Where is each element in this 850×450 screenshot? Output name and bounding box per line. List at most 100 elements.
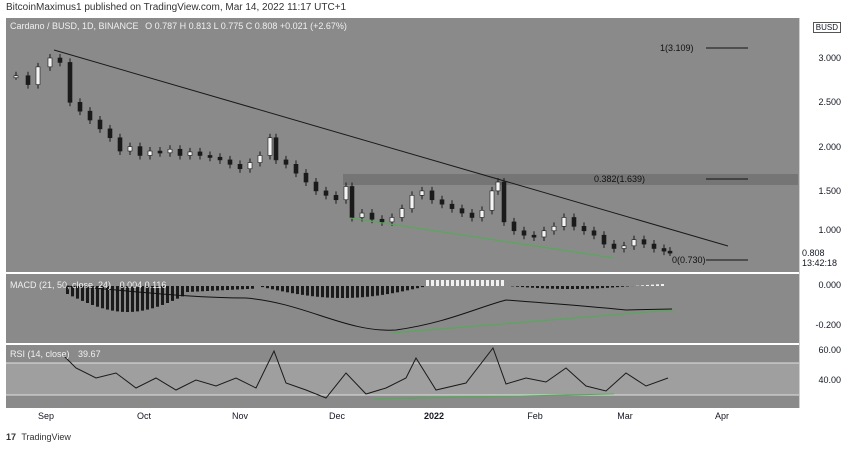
- macd-histogram-bar: [146, 286, 149, 310]
- footer-brand[interactable]: 17 TradingView: [6, 432, 71, 446]
- candle-body: [157, 150, 163, 154]
- macd-histogram-bar: [386, 286, 389, 295]
- macd-histogram-bar: [651, 284, 654, 286]
- macd-histogram-bar: [241, 286, 244, 290]
- macd-histogram-bar: [486, 280, 489, 286]
- macd-histogram-bar: [391, 286, 394, 294]
- macd-histogram-bar: [581, 286, 584, 289]
- macd-histogram-bar: [206, 286, 209, 291]
- last-price-tag: 0.808 13:42:18: [802, 248, 837, 268]
- candle-body: [97, 119, 103, 130]
- ohlc-values: O 0.787 H 0.813 L 0.775 C 0.808 +0.021 (…: [145, 21, 347, 31]
- macd-histogram-bar: [216, 286, 219, 291]
- rsi-line: [63, 346, 669, 399]
- rsi-value: 39.67: [78, 349, 101, 359]
- macd-histogram-bar: [416, 286, 419, 289]
- macd-histogram-bar: [141, 286, 144, 311]
- candle-body: [571, 217, 577, 227]
- macd-histogram-bar: [286, 286, 289, 293]
- macd-histogram-bar: [296, 286, 299, 295]
- macd-histogram-bar: [231, 286, 234, 290]
- candle-body: [227, 159, 233, 165]
- candle-body: [237, 164, 243, 170]
- macd-histogram-bar: [356, 286, 359, 298]
- candle-body: [343, 186, 349, 201]
- candle-body: [661, 248, 667, 252]
- macd-histogram-bar: [491, 280, 494, 286]
- candle-body: [611, 243, 617, 249]
- macd-histogram-bar: [201, 286, 204, 292]
- candle-body: [541, 230, 547, 238]
- price-tick: 3.000: [818, 53, 841, 63]
- time-tick: Oct: [136, 411, 152, 421]
- macd-histogram-bar: [316, 286, 319, 297]
- macd-histogram-bar: [186, 286, 189, 292]
- price-tick: 2.000: [818, 142, 841, 152]
- time-tick: Dec: [328, 411, 346, 421]
- rsi-tick: 40.00: [818, 375, 841, 385]
- macd-histogram-bar: [561, 286, 564, 289]
- macd-histogram-bar: [411, 286, 414, 290]
- macd-histogram-bar: [156, 286, 159, 307]
- macd-histogram-bar: [351, 286, 354, 298]
- macd-histogram-bar: [431, 280, 434, 286]
- chart-canvas[interactable]: Cardano / BUSD, 1D, BINANCE O 0.787 H 0.…: [6, 18, 799, 408]
- macd-bullish-divergence: [391, 309, 675, 334]
- macd-histogram-bar: [66, 286, 69, 294]
- macd-histogram-bar: [181, 286, 184, 297]
- macd-histogram-bar: [131, 286, 134, 312]
- currency-badge[interactable]: BUSD: [812, 22, 841, 33]
- macd-histogram-bar: [556, 286, 559, 289]
- macd-histogram-bar: [611, 286, 614, 288]
- candle-body: [167, 148, 173, 154]
- rsi-band: [6, 363, 799, 395]
- chart-svg[interactable]: [6, 18, 799, 408]
- macd-histogram-bar: [456, 280, 459, 286]
- candle-body: [333, 195, 339, 201]
- macd-histogram-bar: [151, 286, 154, 309]
- time-tick: Mar: [617, 411, 633, 421]
- candle-body: [147, 150, 153, 156]
- macd-histogram-bar: [196, 286, 199, 292]
- macd-histogram-bar: [276, 286, 279, 291]
- macd-histogram-bar: [531, 286, 534, 288]
- candle-body: [369, 212, 375, 220]
- time-axis[interactable]: Sep Oct Nov Dec 2022 Feb Mar Apr: [6, 408, 799, 426]
- macd-histogram-bar: [446, 280, 449, 286]
- macd-histogram-bar: [211, 286, 214, 291]
- macd-tick: 0.000: [818, 280, 841, 290]
- pane-divider-rsi[interactable]: [6, 343, 799, 345]
- candle-body: [581, 226, 587, 232]
- candle-body: [349, 186, 355, 218]
- macd-histogram-bar: [656, 284, 659, 286]
- price-axis[interactable]: BUSD 3.000 2.500 2.000 1.500 1.000 0.808…: [799, 18, 844, 408]
- macd-histogram-bar: [326, 286, 329, 298]
- macd-histogram-bar: [246, 286, 249, 289]
- candle-body: [47, 57, 53, 68]
- macd-histogram-bar: [551, 286, 554, 289]
- macd-histogram-bar: [111, 286, 114, 311]
- macd-histogram-bar: [361, 286, 364, 298]
- macd-histogram-bar: [376, 286, 379, 296]
- macd-histogram-bar: [571, 286, 574, 289]
- macd-histogram-bar: [121, 286, 124, 312]
- macd-histogram-bar: [346, 286, 349, 298]
- macd-histogram-bar: [366, 286, 369, 297]
- candle-body: [621, 245, 627, 249]
- macd-values: 0.004 0.116: [119, 280, 167, 290]
- price-tick: 1.000: [818, 225, 841, 235]
- macd-histogram-bar: [401, 286, 404, 292]
- pane-divider-macd[interactable]: [6, 272, 799, 274]
- candle-body: [561, 217, 567, 227]
- macd-histogram-bar: [516, 286, 519, 287]
- candle-body: [521, 230, 527, 236]
- fib-level-1: 1(3.109): [660, 43, 694, 53]
- candle-body: [469, 212, 475, 218]
- macd-histogram-bar: [91, 286, 94, 305]
- candle-body: [495, 181, 501, 192]
- candle-body: [651, 243, 657, 249]
- candle-body: [501, 181, 507, 223]
- candle-body: [57, 57, 63, 63]
- candle-body: [323, 190, 329, 196]
- candle-body: [511, 221, 517, 232]
